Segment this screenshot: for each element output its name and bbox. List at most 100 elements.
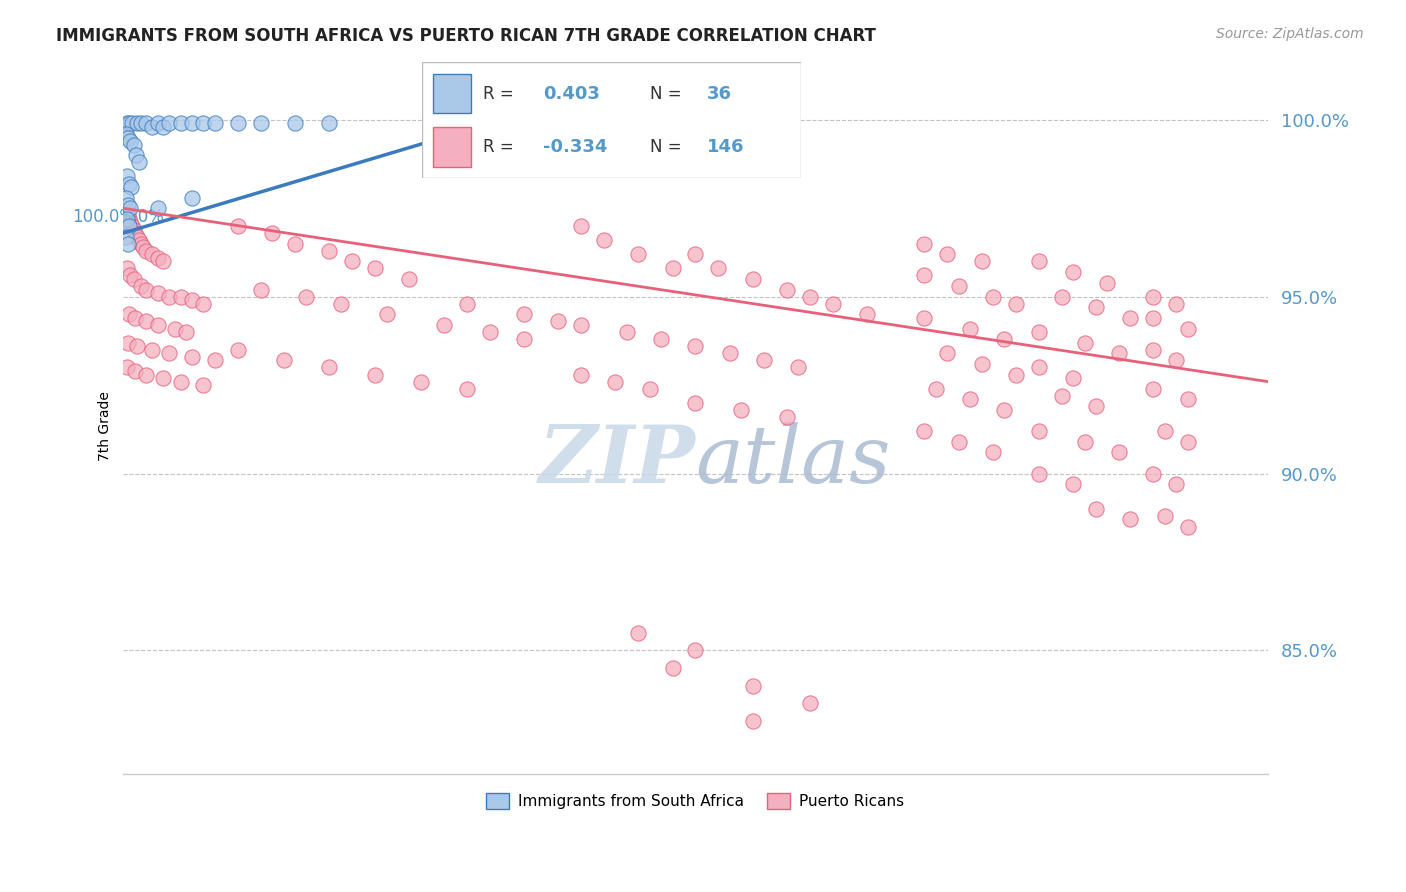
Point: [120, 219, 142, 233]
Point: [1142, 343, 1164, 357]
Point: [456, 297, 478, 311]
Point: [741, 679, 763, 693]
Point: [375, 307, 398, 321]
Point: [1108, 346, 1130, 360]
Point: [605, 375, 627, 389]
Point: [318, 244, 340, 258]
Point: [993, 332, 1015, 346]
Point: [122, 137, 145, 152]
Point: [121, 219, 143, 233]
Point: [121, 116, 143, 130]
Text: 100.0%: 100.0%: [72, 209, 135, 227]
Point: [117, 130, 139, 145]
Point: [981, 445, 1004, 459]
Point: [1028, 360, 1050, 375]
Point: [1062, 477, 1084, 491]
Point: [948, 434, 970, 449]
Point: [226, 116, 249, 130]
Point: [1164, 477, 1187, 491]
Point: [1119, 310, 1142, 325]
Point: [925, 382, 948, 396]
Text: 36: 36: [707, 85, 731, 103]
Text: Source: ZipAtlas.com: Source: ZipAtlas.com: [1216, 27, 1364, 41]
Point: [124, 364, 146, 378]
Point: [787, 360, 810, 375]
Point: [135, 314, 157, 328]
Point: [169, 375, 191, 389]
Point: [169, 290, 191, 304]
Point: [249, 283, 271, 297]
Point: [970, 254, 993, 268]
Point: [948, 279, 970, 293]
Point: [204, 116, 226, 130]
FancyBboxPatch shape: [422, 62, 801, 178]
Point: [776, 409, 799, 424]
Point: [249, 116, 271, 130]
Point: [1142, 290, 1164, 304]
Text: ZIP: ZIP: [538, 422, 696, 500]
Point: [616, 325, 638, 339]
Point: [970, 357, 993, 371]
Point: [284, 116, 307, 130]
Point: [752, 353, 775, 368]
Point: [135, 244, 157, 258]
Point: [1028, 424, 1050, 438]
Point: [661, 261, 683, 276]
Point: [936, 247, 959, 261]
Point: [152, 254, 174, 268]
Point: [1153, 508, 1175, 523]
Point: [1108, 445, 1130, 459]
Point: [125, 116, 148, 130]
Point: [122, 222, 145, 236]
Point: [135, 116, 157, 130]
Point: [169, 116, 191, 130]
Point: [124, 310, 146, 325]
Point: [340, 254, 363, 268]
Point: [284, 236, 307, 251]
Point: [741, 714, 763, 728]
Text: R =: R =: [482, 138, 513, 156]
Point: [329, 297, 352, 311]
Point: [152, 371, 174, 385]
Point: [204, 353, 226, 368]
Point: [115, 169, 138, 184]
Point: [1164, 353, 1187, 368]
Point: [707, 261, 730, 276]
Point: [821, 297, 844, 311]
Point: [117, 236, 139, 251]
Point: [1085, 502, 1108, 516]
Point: [364, 261, 387, 276]
Point: [1062, 371, 1084, 385]
Point: [1085, 301, 1108, 315]
Text: -0.334: -0.334: [543, 138, 607, 156]
Point: [118, 307, 141, 321]
Point: [135, 368, 157, 382]
Point: [120, 215, 142, 229]
Point: [181, 293, 204, 308]
Point: [1164, 297, 1187, 311]
Point: [959, 392, 981, 407]
Point: [1050, 290, 1073, 304]
Point: [456, 382, 478, 396]
Point: [730, 402, 752, 417]
Point: [1028, 467, 1050, 481]
Point: [650, 332, 672, 346]
Point: [936, 346, 959, 360]
Point: [115, 116, 138, 130]
Point: [912, 236, 935, 251]
Point: [569, 318, 592, 332]
Point: [478, 325, 501, 339]
Point: [120, 180, 142, 194]
Point: [295, 290, 318, 304]
Point: [132, 240, 155, 254]
Point: [364, 368, 387, 382]
Point: [993, 402, 1015, 417]
Point: [128, 155, 150, 169]
Point: [1028, 254, 1050, 268]
Point: [1073, 434, 1095, 449]
Point: [181, 350, 204, 364]
Point: [141, 247, 163, 261]
Point: [125, 148, 148, 162]
Point: [912, 310, 935, 325]
Point: [146, 251, 169, 265]
